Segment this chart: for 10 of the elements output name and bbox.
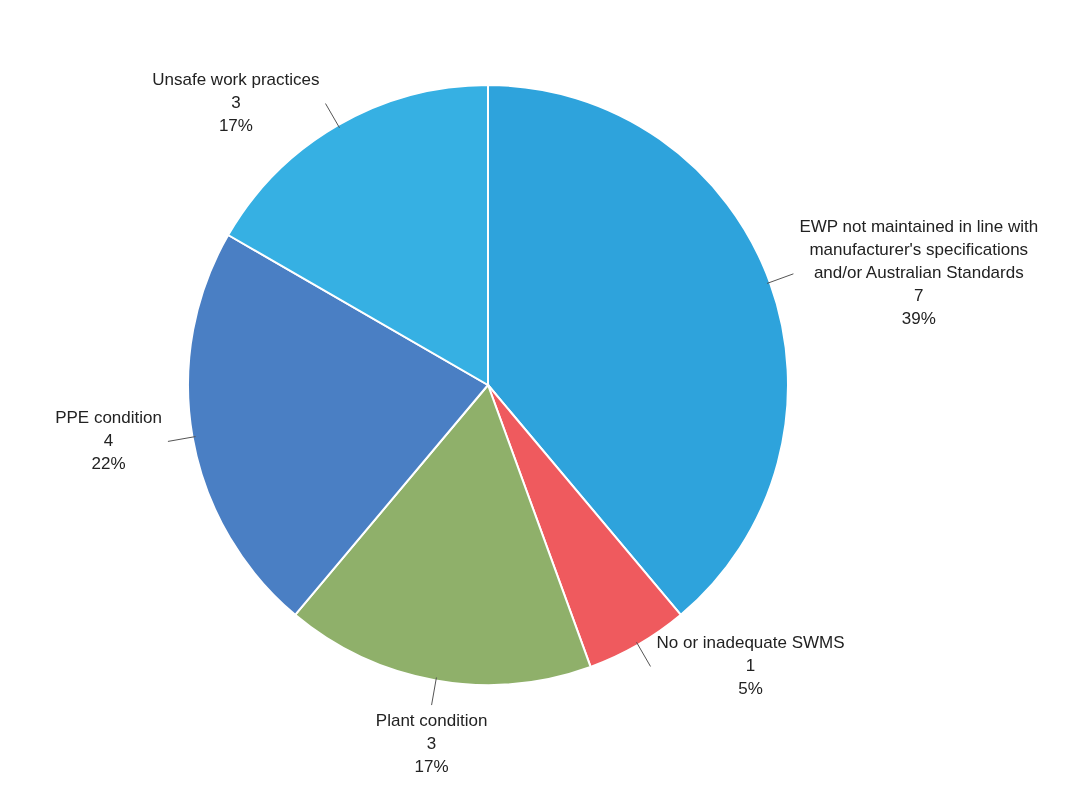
data-label: 1 5%: [738, 655, 763, 698]
slice-label: Plant condition: [375, 711, 488, 731]
slice-label: EWP not maintained in line with manufacturer's specifications and/or Australian Standards: [799, 217, 1039, 283]
data-label: 3 17%: [218, 93, 253, 136]
slice-label: Unsafe work practices: [152, 70, 320, 90]
slice-label: No or inadequate SWMS: [656, 632, 845, 652]
data-label: 3 17%: [414, 734, 449, 777]
data-label: 7 39%: [901, 286, 936, 329]
slice-label: PPE condition: [55, 407, 162, 427]
data-label: 4 22%: [91, 430, 126, 473]
